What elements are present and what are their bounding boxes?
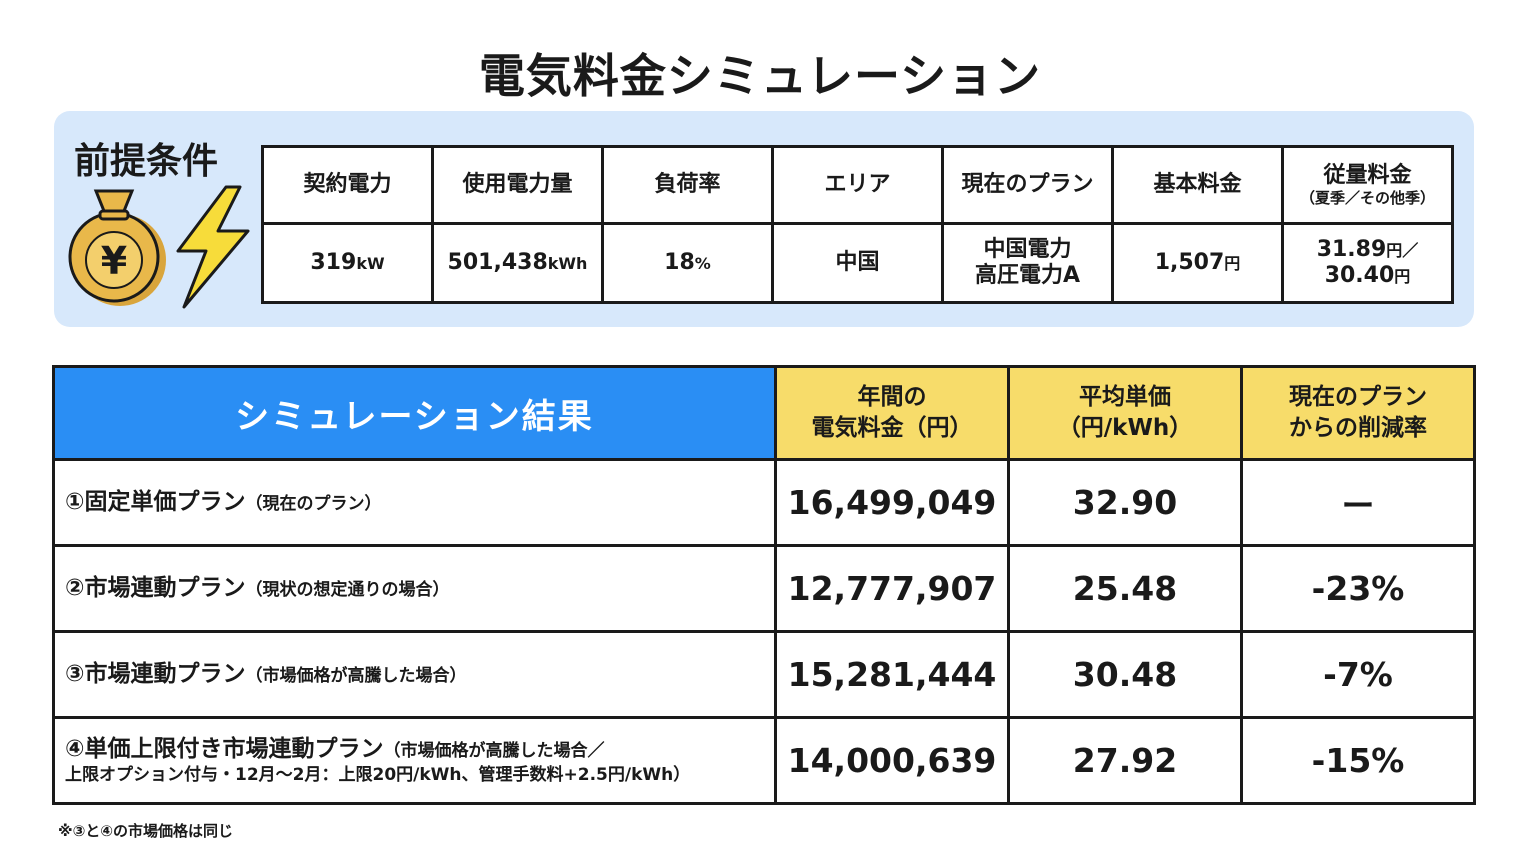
conditions-table: 契約電力 使用電力量 負荷率 エリア 現在のプラン 基本料金 従量料金 （夏季／… (261, 145, 1454, 304)
conditions-value-row: 319kW 501,438kWh 18% 中国 中国電力 高圧電力A 1,507… (261, 222, 1454, 304)
header-area: エリア (771, 145, 944, 225)
value-contract-power: 319kW (261, 222, 434, 304)
reduction-rate: -7% (1240, 630, 1476, 719)
conditions-header-row: 契約電力 使用電力量 負荷率 エリア 現在のプラン 基本料金 従量料金 （夏季／… (261, 145, 1454, 225)
annual-cost: 12,777,907 (774, 544, 1010, 633)
plan-name: ③市場連動プラン（市場価格が高騰した場合） (52, 630, 777, 719)
value-load-factor: 18% (601, 222, 774, 304)
table-row: ③市場連動プラン（市場価格が高騰した場合） 15,281,444 30.48 -… (52, 630, 1476, 719)
conditions-label: 前提条件 (74, 141, 219, 182)
page-title: 電気料金シミュレーション (478, 49, 1042, 103)
header-base-fee: 基本料金 (1111, 145, 1284, 225)
results-title: シミュレーション結果 (52, 365, 777, 461)
value-current-plan: 中国電力 高圧電力A (941, 222, 1114, 304)
average-unit-price: 30.48 (1007, 630, 1243, 719)
reduction-rate: ー (1240, 458, 1476, 547)
average-unit-price: 25.48 (1007, 544, 1243, 633)
annual-cost: 14,000,639 (774, 716, 1010, 805)
plan-name: ②市場連動プラン（現状の想定通りの場合） (52, 544, 777, 633)
results-table: シミュレーション結果 年間の 電気料金（円） 平均単価 （円/kWh） 現在のプラン… (52, 365, 1476, 805)
lightning-bolt-icon (176, 185, 250, 309)
metered-fee-subtitle: （夏季／その他季） (1299, 189, 1435, 208)
reduction-rate: -15% (1240, 716, 1476, 805)
money-bag-yen-icon: ¥ (68, 189, 166, 306)
table-row: ①固定単価プラン（現在のプラン） 16,499,049 32.90 ー (52, 458, 1476, 547)
metered-fee-title: 従量料金 (1323, 162, 1412, 188)
value-metered-fee: 31.89円／ 30.40円 (1281, 222, 1454, 304)
value-area: 中国 (771, 222, 944, 304)
yen-symbol: ¥ (101, 239, 127, 283)
header-metered-fee: 従量料金 （夏季／その他季） (1281, 145, 1454, 225)
value-usage: 501,438kWh (431, 222, 604, 304)
conditions-illustration: ¥ (68, 185, 250, 309)
average-unit-price: 27.92 (1007, 716, 1243, 805)
annual-cost: 15,281,444 (774, 630, 1010, 719)
plan-name: ④単価上限付き市場連動プラン（市場価格が高騰した場合／ 上限オプション付与・12… (52, 716, 777, 805)
table-row: ②市場連動プラン（現状の想定通りの場合） 12,777,907 25.48 -2… (52, 544, 1476, 633)
results-header-row: シミュレーション結果 年間の 電気料金（円） 平均単価 （円/kWh） 現在のプラン… (52, 365, 1476, 461)
plan-note-line2: 上限オプション付与・12月〜2月：上限20円/kWh、管理手数料+2.5円/kW… (65, 765, 691, 786)
plan-name: ①固定単価プラン（現在のプラン） (52, 458, 777, 547)
table-row: ④単価上限付き市場連動プラン（市場価格が高騰した場合／ 上限オプション付与・12… (52, 716, 1476, 805)
header-contract-power: 契約電力 (261, 145, 434, 225)
header-current-plan: 現在のプラン (941, 145, 1114, 225)
footnote: ※③と④の市場価格は同じ (58, 822, 233, 840)
header-annual-cost: 年間の 電気料金（円） (774, 365, 1010, 461)
value-base-fee: 1,507円 (1111, 222, 1284, 304)
header-usage: 使用電力量 (431, 145, 604, 225)
annual-cost: 16,499,049 (774, 458, 1010, 547)
header-reduction-rate: 現在のプラン からの削減率 (1240, 365, 1476, 461)
average-unit-price: 32.90 (1007, 458, 1243, 547)
header-load-factor: 負荷率 (601, 145, 774, 225)
header-average-unit-price: 平均単価 （円/kWh） (1007, 365, 1243, 461)
reduction-rate: -23% (1240, 544, 1476, 633)
